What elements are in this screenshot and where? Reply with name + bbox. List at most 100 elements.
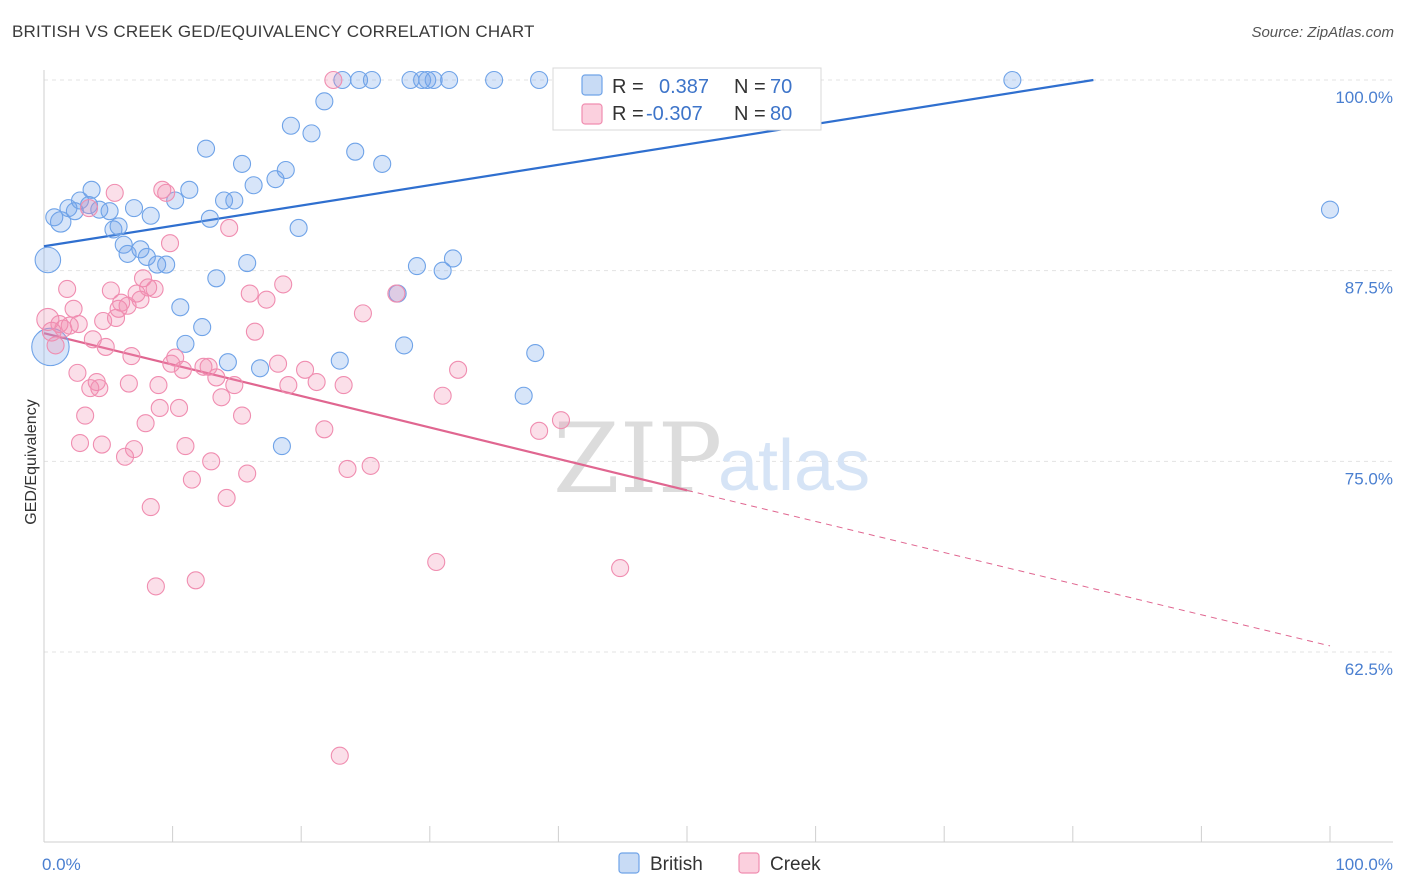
- creek-point: [186, 571, 205, 590]
- british-point: [440, 70, 459, 90]
- creek-point: [139, 278, 158, 297]
- british-point: [266, 170, 285, 189]
- british-point: [214, 191, 234, 210]
- british-point: [45, 208, 64, 227]
- x-tick-label: 100.0%: [1335, 855, 1393, 874]
- creek-point: [387, 284, 406, 303]
- british-point: [407, 257, 426, 276]
- creek-point: [433, 386, 452, 405]
- creek-trend-line: [43, 332, 688, 492]
- legend-creek-n-label: N =: [734, 103, 766, 125]
- british-point: [526, 343, 545, 363]
- british-point: [100, 202, 119, 221]
- creek-point: [41, 321, 62, 342]
- y-tick-label: 87.5%: [1345, 279, 1393, 298]
- creek-point: [69, 315, 88, 334]
- creek-point: [232, 406, 252, 425]
- creek-point: [133, 269, 153, 288]
- creek-point: [427, 552, 446, 572]
- creek-point: [70, 433, 90, 453]
- british-point: [315, 92, 334, 111]
- creek-point: [296, 360, 315, 379]
- creek-point: [611, 559, 630, 578]
- creek-point: [64, 299, 83, 318]
- british-point: [443, 249, 462, 268]
- british-point: [238, 253, 257, 273]
- creek-point: [202, 452, 221, 471]
- creek-point: [274, 275, 293, 294]
- bottom-legend-british-label: British: [650, 854, 703, 875]
- british-point: [118, 244, 137, 263]
- creek-point: [173, 360, 192, 379]
- bottom-legend-creek-swatch: [738, 852, 760, 874]
- creek-point: [182, 470, 201, 489]
- british-point: [1003, 70, 1022, 90]
- creek-point: [307, 372, 326, 392]
- creek-point: [160, 234, 180, 253]
- british-point: [350, 70, 369, 90]
- british-point: [196, 139, 216, 158]
- creek-point: [238, 464, 257, 483]
- creek-point: [176, 437, 195, 456]
- legend-creek-r-value: -0.307: [646, 103, 703, 125]
- british-point: [244, 176, 263, 195]
- british-point: [281, 116, 300, 135]
- legend-creek-swatch: [581, 103, 603, 125]
- watermark: ZIP atlas: [553, 403, 870, 515]
- british-point: [395, 336, 414, 355]
- creek-point: [245, 322, 264, 341]
- creek-point: [60, 316, 79, 335]
- creek-point: [240, 284, 259, 303]
- y-axis-label: GED/Equivalency: [23, 399, 40, 524]
- y-tick-label: 62.5%: [1345, 660, 1393, 679]
- creek-point: [79, 199, 99, 218]
- source-label: Source: ZipAtlas.com: [1251, 24, 1394, 41]
- chart-title: BRITISH VS CREEK GED/EQUIVALENCY CORRELA…: [12, 22, 535, 41]
- british-point: [418, 70, 437, 90]
- creek-point: [157, 183, 176, 202]
- creek-point: [90, 379, 109, 398]
- british-point: [176, 334, 195, 353]
- y-tick-labels: 62.5% 75.0% 87.5% 100.0%: [1335, 88, 1393, 679]
- creek-point: [149, 376, 168, 395]
- creek-point: [194, 357, 213, 376]
- y-tick-label: 75.0%: [1345, 469, 1393, 488]
- legend-british-r-label: R =: [612, 76, 644, 98]
- british-point: [82, 180, 101, 199]
- legend-british-swatch: [581, 74, 603, 96]
- creek-point: [119, 374, 138, 393]
- creek-point: [92, 435, 111, 454]
- british-point: [137, 247, 156, 266]
- creek-point: [96, 337, 115, 356]
- creek-point: [76, 406, 95, 425]
- y-tick-label: 100.0%: [1335, 88, 1393, 107]
- axes: [43, 70, 1393, 843]
- british-point: [302, 124, 321, 143]
- creek-point: [145, 279, 164, 299]
- creek-point: [101, 281, 120, 300]
- british-point: [157, 255, 176, 274]
- bottom-legend-creek-label: Creek: [770, 854, 821, 875]
- creek-point: [46, 336, 65, 355]
- british-point: [514, 386, 533, 405]
- bottom-legend: British Creek: [618, 852, 821, 875]
- x-tick-labels: 0.0% 100.0%: [42, 855, 1393, 874]
- british-point: [171, 298, 190, 317]
- creek-point: [141, 498, 160, 517]
- creek-point: [315, 420, 334, 439]
- british-point: [1320, 200, 1340, 219]
- creek-point: [146, 577, 165, 596]
- british-point: [250, 359, 270, 378]
- british-point: [232, 154, 252, 173]
- british-point: [330, 351, 349, 370]
- british-point: [289, 218, 308, 238]
- british-point: [104, 220, 123, 239]
- creek-point: [217, 488, 236, 507]
- creek-point: [361, 456, 380, 475]
- legend-british-n-value: 70: [770, 76, 792, 98]
- creek-point: [124, 440, 144, 459]
- creek-point: [225, 376, 244, 395]
- x-tick-label: 0.0%: [42, 855, 81, 874]
- creek-point: [257, 290, 276, 309]
